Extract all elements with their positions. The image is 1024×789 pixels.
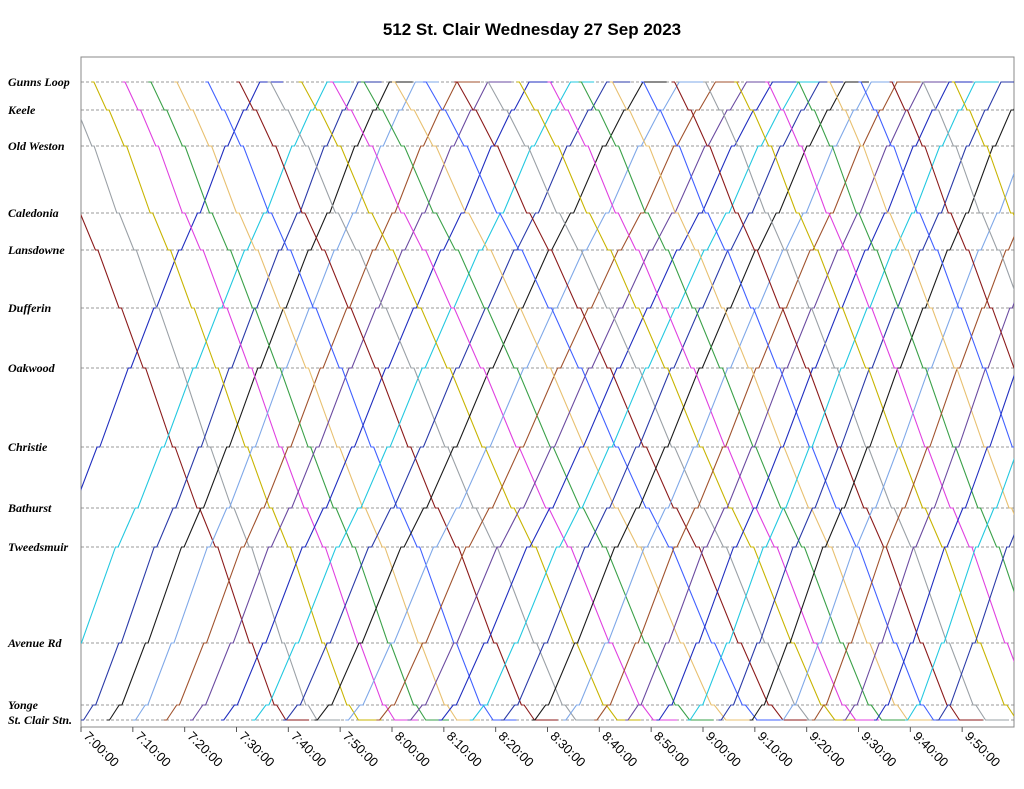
trip-line: [314, 81, 667, 721]
trip-line: [827, 81, 1014, 516]
trip-line: [205, 81, 517, 721]
trip-line: [858, 81, 1014, 448]
trip-line: [765, 81, 1014, 663]
trip-line: [811, 235, 1014, 721]
x-tick-label: 7:20:00: [185, 729, 226, 770]
x-tick-label: 8:20:00: [496, 729, 537, 770]
trip-line: [454, 81, 807, 721]
stop-label: Oakwood: [8, 361, 56, 375]
stop-label: Old Weston: [8, 139, 65, 153]
trip-line: [81, 81, 284, 491]
stop-label: Gunns Loop: [8, 75, 70, 89]
stop-label: Christie: [8, 440, 48, 454]
x-tick-label: 9:50:00: [962, 729, 1003, 770]
trip-line: [640, 81, 957, 721]
trip-line: [889, 81, 1014, 369]
x-axis-ticks: 7:00:00 7:10:00 7:20:00 7:30:00 7:40:00 7:50:…: [80, 727, 1003, 770]
trip-line: [298, 81, 641, 721]
trip-line: [485, 81, 833, 721]
trip-line: [703, 81, 1009, 721]
trip-line: [163, 81, 481, 721]
trip-line: [81, 117, 341, 721]
trip-line: [392, 81, 750, 721]
trip-line: [189, 81, 512, 721]
trip-line: [423, 81, 781, 721]
x-tick-label: 8:00:00: [392, 729, 433, 770]
trip-line: [438, 81, 797, 721]
trip-line: [122, 81, 418, 721]
trip-line: [563, 81, 895, 721]
chart-title: 512 St. Clair Wednesday 27 Sep 2023: [382, 20, 682, 39]
stop-label: St. Clair Stn.: [8, 713, 72, 727]
trip-line: [267, 81, 600, 721]
trip-line: [516, 81, 859, 721]
trip-line: [656, 81, 973, 721]
trip-line: [132, 81, 439, 721]
trip-line: [81, 81, 382, 721]
trip-line: [578, 81, 906, 721]
x-tick-label: 7:10:00: [133, 729, 174, 770]
trip-line: [329, 81, 678, 721]
trip-line: [252, 81, 595, 721]
trip-line: [905, 457, 1014, 721]
trip-line: [407, 81, 771, 721]
stop-label: Lansdowne: [7, 243, 65, 257]
trip-line: [81, 213, 310, 721]
x-tick-label: 7:00:00: [81, 729, 122, 770]
x-tick-label: 9:00:00: [703, 729, 744, 770]
x-tick-label: 9:20:00: [807, 729, 848, 770]
trip-line: [148, 81, 449, 721]
trip-line: [91, 81, 382, 721]
trip-line: [283, 81, 631, 721]
x-tick-label: 9:40:00: [910, 729, 951, 770]
stop-label: Tweedsmuir: [8, 540, 69, 554]
x-tick-label: 8:40:00: [599, 729, 640, 770]
trip-line: [174, 81, 481, 721]
stop-label: Yonge: [8, 698, 39, 712]
x-tick-label: 8:10:00: [444, 729, 485, 770]
x-tick-label: 7:50:00: [340, 729, 381, 770]
trip-line: [345, 81, 703, 721]
trip-line: [469, 81, 823, 721]
trip-line: [734, 81, 1014, 717]
stop-label: Caledonia: [8, 206, 59, 220]
trip-line: [718, 81, 1014, 721]
trip-line: [671, 81, 983, 721]
trip-line: [594, 81, 921, 721]
trip-line: [81, 81, 351, 644]
trip-line: [874, 374, 1014, 721]
trip-line: [796, 81, 1014, 594]
trip-line: [780, 171, 1014, 721]
trip-line: [936, 533, 1014, 721]
trip-line: [360, 81, 714, 721]
x-tick-label: 8:50:00: [651, 729, 692, 770]
stop-labels: Gunns Loop Keele Old Weston Caledonia Lansdo…: [7, 75, 72, 727]
trip-line: [532, 81, 869, 721]
trip-lines: [81, 81, 1014, 721]
trip-line: [749, 108, 1014, 721]
stop-label: Keele: [7, 103, 36, 117]
trip-line: [609, 81, 932, 721]
x-tick-label: 7:40:00: [288, 729, 329, 770]
stop-label: Dufferin: [7, 301, 51, 315]
trip-line: [106, 81, 413, 721]
trip-line: [951, 81, 1014, 217]
x-tick-label: 7:30:00: [236, 729, 277, 770]
trip-line: [687, 81, 999, 721]
x-tick-label: 9:30:00: [858, 729, 899, 770]
x-tick-label: 8:30:00: [547, 729, 588, 770]
stop-label: Avenue Rd: [7, 636, 62, 650]
trip-line: [500, 81, 843, 721]
stop-label: Bathurst: [7, 501, 52, 515]
x-tick-label: 9:10:00: [755, 729, 796, 770]
trip-line: [842, 301, 1014, 721]
trip-line: [920, 81, 1014, 291]
trip-line: [236, 81, 558, 721]
trip-line: [625, 81, 947, 721]
trip-line: [376, 81, 740, 721]
trip-line: [220, 81, 553, 721]
